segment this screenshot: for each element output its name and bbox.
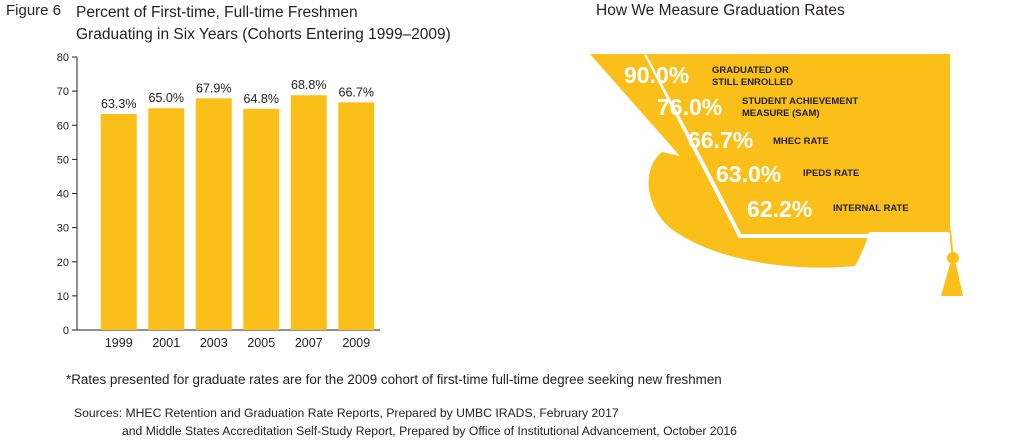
measure-label: INTERNAL RATE <box>833 203 909 214</box>
tassel-knot <box>947 252 959 264</box>
bar-data-label: 65.0% <box>149 91 184 105</box>
x-tick-label: 2009 <box>342 336 370 350</box>
bar-data-label: 68.8% <box>291 78 326 92</box>
measure-label: GRADUATED OR <box>712 65 789 76</box>
measure-item: 62.2% INTERNAL RATE <box>747 196 909 222</box>
y-tick-label: 60 <box>57 120 69 132</box>
graduation-bar-chart: 0 10 20 30 40 50 60 70 80 63.3% 1999 65.0% 2001 67.9%… <box>57 52 380 350</box>
measure-value: 76.0% <box>657 94 722 120</box>
y-tick-label: 40 <box>57 189 69 201</box>
bar <box>195 98 232 330</box>
cap-board-top <box>646 54 950 232</box>
bar-data-label: 67.9% <box>196 81 231 95</box>
bar <box>243 108 280 331</box>
figure-label: Figure 6 <box>6 2 62 19</box>
measure-item: 63.0% IPEDS RATE <box>716 161 859 187</box>
bar-data-label: 64.8% <box>244 92 279 106</box>
x-tick-label: 2003 <box>200 336 228 350</box>
measure-value: 62.2% <box>747 196 812 222</box>
measure-label: IPEDS RATE <box>803 168 859 179</box>
measure-label: STILL ENROLLED <box>712 77 793 88</box>
measure-value: 63.0% <box>716 161 781 187</box>
bar <box>290 95 327 330</box>
cap-board-edge <box>644 53 950 238</box>
bar-data-label: 66.7% <box>339 85 374 99</box>
bar <box>338 102 375 330</box>
measure-label: MEASURE (SAM) <box>742 108 820 119</box>
y-tick-label: 10 <box>57 291 69 303</box>
y-tick-label: 50 <box>57 154 69 166</box>
measure-item: 66.7% MHEC RATE <box>688 127 829 153</box>
bar <box>148 108 185 330</box>
measure-value: 66.7% <box>688 127 753 153</box>
tassel-fringe <box>941 264 963 296</box>
measure-label: MHEC RATE <box>773 136 829 147</box>
bar-data-label: 63.3% <box>101 97 136 111</box>
x-tick-label: 1999 <box>105 336 133 350</box>
chart-title-line-1: Percent of First-time, Full-time Freshme… <box>76 4 358 21</box>
sources-line-2: and Middle States Accreditation Self-Stu… <box>122 424 737 438</box>
x-tick-label: 2005 <box>247 336 275 350</box>
footnote: *Rates presented for graduate rates are … <box>66 372 722 387</box>
y-tick-label: 80 <box>57 52 69 64</box>
y-tick-label: 70 <box>57 86 69 98</box>
y-tick-label: 0 <box>63 325 69 337</box>
measure-label: STUDENT ACHIEVEMENT <box>742 96 858 107</box>
x-tick-label: 2001 <box>152 336 180 350</box>
chart-title-line-2: Graduating in Six Years (Cohorts Enterin… <box>76 26 451 43</box>
y-tick-label: 30 <box>57 223 69 235</box>
graduation-cap <box>590 53 963 296</box>
sources-line-1: Sources: MHEC Retention and Graduation R… <box>74 406 619 420</box>
bar <box>100 113 137 331</box>
y-tick-label: 20 <box>57 257 69 269</box>
graduation-rates-title: How We Measure Graduation Rates <box>596 2 845 19</box>
x-tick-label: 2007 <box>295 336 323 350</box>
chart-title: Percent of First-time, Full-time Freshme… <box>76 2 496 46</box>
measure-value: 90.0% <box>624 62 689 88</box>
sources-note: Sources: MHEC Retention and Graduation R… <box>74 404 737 440</box>
